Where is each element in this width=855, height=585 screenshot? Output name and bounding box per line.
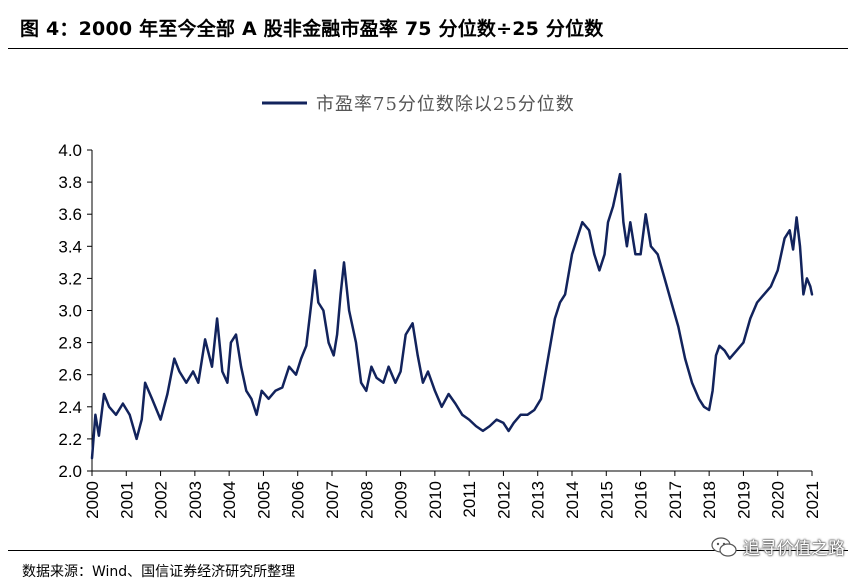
figure-title: 图 4：2000 年至今全部 A 股非金融市盈率 75 分位数÷25 分位数 (20, 18, 604, 40)
y-tick-label: 4.0 (58, 141, 82, 160)
x-tick-label: 2003 (186, 481, 205, 519)
x-tick-label: 2013 (529, 481, 548, 519)
x-tick-label: 2009 (392, 481, 411, 519)
x-tick-label: 2019 (734, 481, 753, 519)
y-tick-label: 3.8 (58, 173, 82, 192)
wechat-icon (711, 536, 737, 557)
line-chart: 市盈率75分位数除以25分位数 2.0 2.2 2.4 2.6 2.8 3.0 3.2 3.4… (58, 94, 822, 519)
legend-label: 市盈率75分位数除以25分位数 (316, 94, 575, 115)
series-group (90, 172, 814, 460)
y-tick-label: 2.0 (58, 462, 82, 481)
y-tick-label: 2.2 (58, 430, 82, 449)
y-tick-label: 2.8 (58, 334, 82, 353)
x-axis: 2000 2001 2002 2003 2004 2005 2006 2007 2008 2009… (83, 470, 822, 519)
x-tick-label: 2014 (563, 481, 582, 519)
x-tick-label: 2005 (254, 481, 273, 519)
legend: 市盈率75分位数除以25分位数 (262, 94, 575, 115)
x-tick-label: 2017 (666, 481, 685, 519)
y-tick-label: 3.0 (58, 302, 82, 321)
series-line (90, 172, 814, 460)
x-tick-label: 2021 (803, 481, 822, 519)
x-tick-label: 2018 (700, 481, 719, 519)
y-tick-label: 3.4 (58, 237, 82, 256)
figure-header: 图 4：2000 年至今全部 A 股非金融市盈率 75 分位数÷25 分位数 (0, 0, 855, 52)
x-tick-label: 2008 (357, 481, 376, 519)
y-tick-label: 3.2 (58, 269, 82, 288)
top-rule (8, 48, 848, 49)
x-tick-label: 2011 (460, 481, 479, 518)
x-tick-label: 2010 (426, 481, 445, 519)
y-tick-label: 2.4 (58, 398, 82, 417)
y-tick-label: 3.6 (58, 205, 82, 224)
x-tick-label: 2002 (152, 481, 171, 519)
x-tick-label: 2006 (289, 481, 308, 519)
x-tick-label: 2007 (323, 481, 342, 519)
x-tick-label: 2015 (597, 481, 616, 519)
source-note: 数据来源：Wind、国信证券经济研究所整理 (22, 564, 296, 580)
x-tick-label: 2001 (117, 481, 136, 519)
x-tick-label: 2012 (494, 481, 513, 519)
x-tick-label: 2016 (632, 481, 651, 519)
watermark-text: 追寻价值之路 (743, 539, 845, 559)
x-tick-label: 2004 (220, 481, 239, 519)
watermark: 追寻价值之路 (711, 534, 845, 559)
bottom-rule (8, 550, 848, 551)
x-tick-label: 2020 (769, 481, 788, 519)
y-axis: 2.0 2.2 2.4 2.6 2.8 3.0 3.2 3.4 3.6 3.8 4.0 (58, 141, 93, 481)
y-tick-label: 2.6 (58, 366, 82, 385)
x-tick-label: 2000 (83, 481, 102, 519)
